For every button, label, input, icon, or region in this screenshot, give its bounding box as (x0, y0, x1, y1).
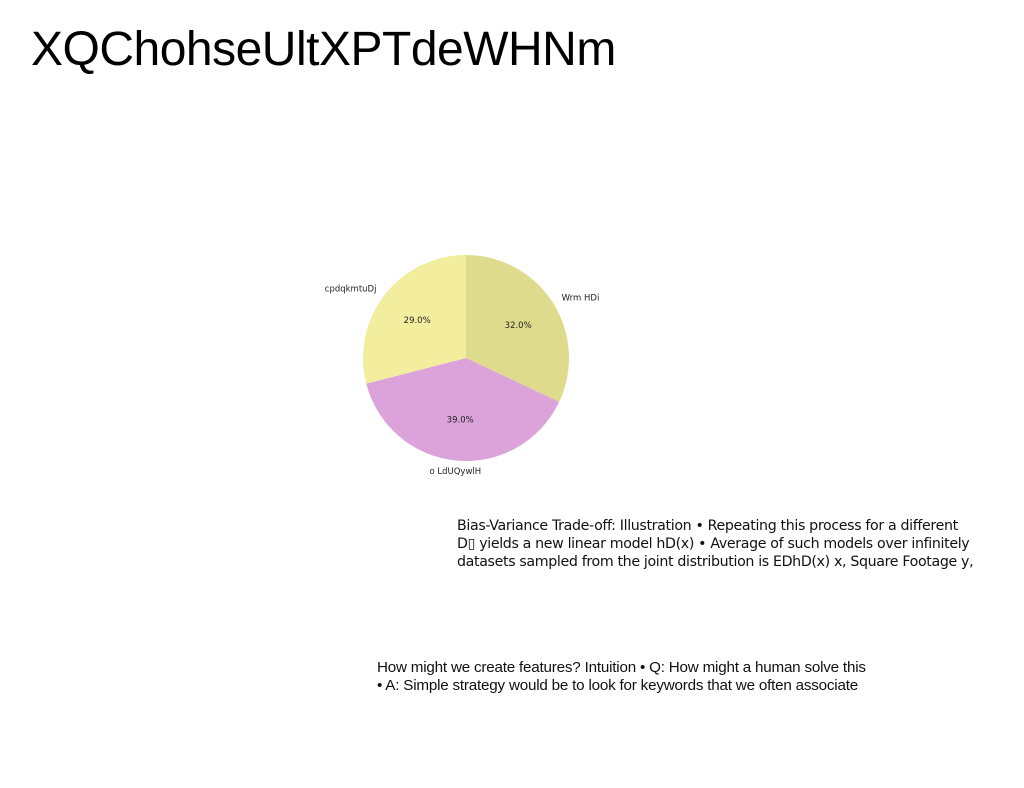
pie-category-label: o LdUQywlH (429, 467, 481, 477)
pie-percent-label: 39.0% (447, 416, 474, 426)
text-line: datasets sampled from the joint distribu… (457, 553, 1017, 571)
pie-percent-label: 29.0% (404, 316, 431, 326)
pie-chart: 32.0% Wrm HDi 39.0% o LdUQywlH 29.0% cpdqkmtu… (300, 230, 640, 490)
text-line: D▯ yields a new linear model hD(x) • Ave… (457, 535, 1017, 553)
text-line: Bias-Variance Trade-off: Illustration • … (457, 517, 1017, 535)
pie-category-label: cpdqkmtuDj (325, 285, 377, 295)
pie-category-label: Wrm HDi (562, 293, 600, 303)
page-title: XQChohseUltXPTdeWHNm (31, 22, 616, 78)
text-block-bias-variance: Bias-Variance Trade-off: Illustration • … (457, 517, 1017, 571)
pie-percent-label: 32.0% (505, 321, 532, 331)
text-block-features: How might we create features? Intuition … (377, 659, 997, 695)
text-line: How might we create features? Intuition … (377, 659, 997, 677)
text-line: • A: Simple strategy would be to look fo… (377, 677, 997, 695)
